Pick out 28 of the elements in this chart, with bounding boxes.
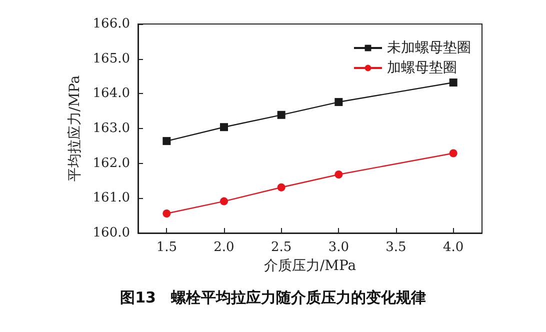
caption: 图13 螺栓平均拉应力随介质压力的变化规律 — [120, 288, 426, 306]
point — [162, 137, 171, 146]
point — [277, 110, 286, 119]
legend-label: 加螺母垫圈 — [387, 60, 457, 76]
x-tick-label: 2.0 — [214, 240, 234, 255]
x-axis-title: 介质压力/MPa — [264, 258, 356, 274]
point — [449, 78, 458, 87]
legend-label: 未加螺母垫圈 — [387, 40, 471, 56]
y-tick-label: 164.0 — [92, 86, 130, 102]
point — [334, 170, 343, 178]
y-tick-label: 163.0 — [92, 121, 130, 136]
x-tick-label: 3.0 — [328, 240, 350, 255]
y-tick-label: 166.0 — [92, 16, 130, 32]
x-tick-label: 2.5 — [270, 240, 292, 255]
y-axis-title: 平均拉应力/MPa — [66, 75, 83, 182]
point — [449, 149, 458, 158]
point — [277, 183, 286, 192]
y-tick-label: 162.0 — [92, 156, 130, 171]
y-tick-label: 165.0 — [92, 51, 130, 66]
x-tick-label: 3.5 — [386, 240, 406, 255]
point — [220, 197, 228, 206]
point — [220, 123, 228, 132]
point — [334, 98, 343, 106]
x-tick-label: 4.0 — [442, 240, 464, 255]
y-tick-label: 160.0 — [92, 226, 130, 240]
y-tick-label: 161.0 — [92, 190, 130, 206]
point — [162, 209, 171, 218]
x-tick-label: 1.5 — [156, 240, 178, 255]
